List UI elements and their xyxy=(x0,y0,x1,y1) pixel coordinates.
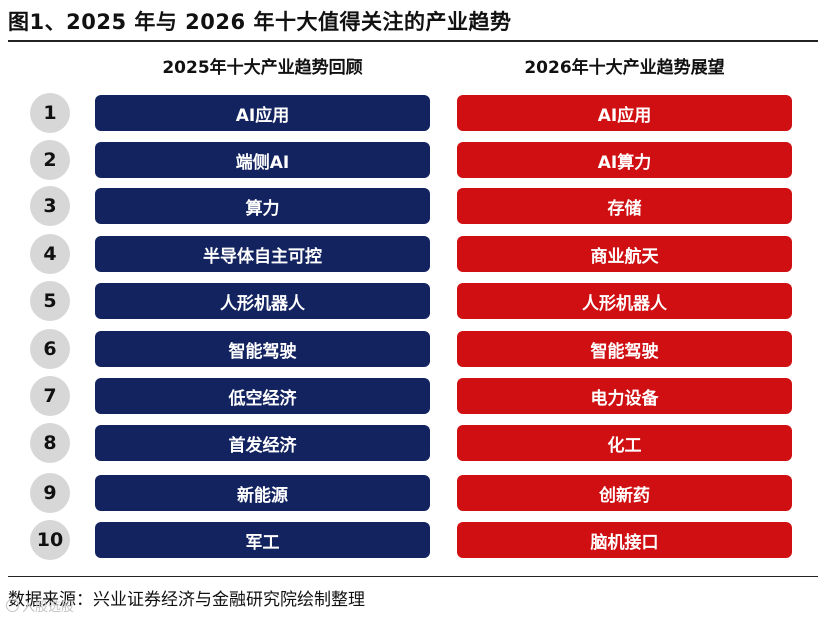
trend-2026-item: 脑机接口 xyxy=(457,522,792,558)
trend-2026-item: 创新药 xyxy=(457,475,792,511)
trend-row: 10 军工 脑机接口 xyxy=(0,520,830,560)
watermark-text: 入股选股 xyxy=(22,600,75,615)
rank-badge: 9 xyxy=(30,473,70,513)
rank-badge: 7 xyxy=(30,376,70,416)
trend-row: 3 算力 存储 xyxy=(0,186,830,226)
rank-badge: 2 xyxy=(30,140,70,180)
trend-row: 7 低空经济 电力设备 xyxy=(0,376,830,416)
trend-2025-item: 人形机器人 xyxy=(95,283,430,319)
figure-title: 图1、2025 年与 2026 年十大值得关注的产业趋势 xyxy=(8,10,512,34)
trend-row: 9 新能源 创新药 xyxy=(0,473,830,513)
trend-row: 4 半导体自主可控 商业航天 xyxy=(0,234,830,274)
trend-2025-item: 军工 xyxy=(95,522,430,558)
left-column-header: 2025年十大产业趋势回顾 xyxy=(162,58,363,78)
trend-2025-item: 半导体自主可控 xyxy=(95,236,430,272)
trend-2025-item: AI应用 xyxy=(95,95,430,131)
watermark: 入股选股 xyxy=(6,596,74,615)
trend-2026-item: 商业航天 xyxy=(457,236,792,272)
trend-2025-item: 算力 xyxy=(95,188,430,224)
rank-badge: 1 xyxy=(30,93,70,133)
trend-row: 6 智能驾驶 智能驾驶 xyxy=(0,329,830,369)
trend-2026-item: 电力设备 xyxy=(457,378,792,414)
rank-badge: 3 xyxy=(30,186,70,226)
trend-row: 5 人形机器人 人形机器人 xyxy=(0,281,830,321)
trend-2026-item: 存储 xyxy=(457,188,792,224)
trend-2025-item: 端侧AI xyxy=(95,142,430,178)
top-divider xyxy=(8,40,818,42)
trend-2026-item: 智能驾驶 xyxy=(457,331,792,367)
trend-2025-item: 智能驾驶 xyxy=(95,331,430,367)
trend-2026-item: 化工 xyxy=(457,425,792,461)
right-column-header: 2026年十大产业趋势展望 xyxy=(524,58,725,78)
trend-row: 8 首发经济 化工 xyxy=(0,423,830,463)
bottom-divider xyxy=(8,576,818,577)
trend-2025-item: 新能源 xyxy=(95,475,430,511)
watermark-icon xyxy=(6,599,19,612)
trend-2025-item: 首发经济 xyxy=(95,425,430,461)
source-note: 数据来源：兴业证券经济与金融研究院绘制整理 xyxy=(8,590,365,610)
trend-row: 2 端侧AI AI算力 xyxy=(0,140,830,180)
rank-badge: 10 xyxy=(30,520,70,560)
rank-badge: 5 xyxy=(30,281,70,321)
rank-badge: 4 xyxy=(30,234,70,274)
trend-2026-item: 人形机器人 xyxy=(457,283,792,319)
trend-2025-item: 低空经济 xyxy=(95,378,430,414)
rank-badge: 6 xyxy=(30,329,70,369)
trend-2026-item: AI算力 xyxy=(457,142,792,178)
trend-2026-item: AI应用 xyxy=(457,95,792,131)
rank-badge: 8 xyxy=(30,423,70,463)
trend-row: 1 AI应用 AI应用 xyxy=(0,93,830,133)
